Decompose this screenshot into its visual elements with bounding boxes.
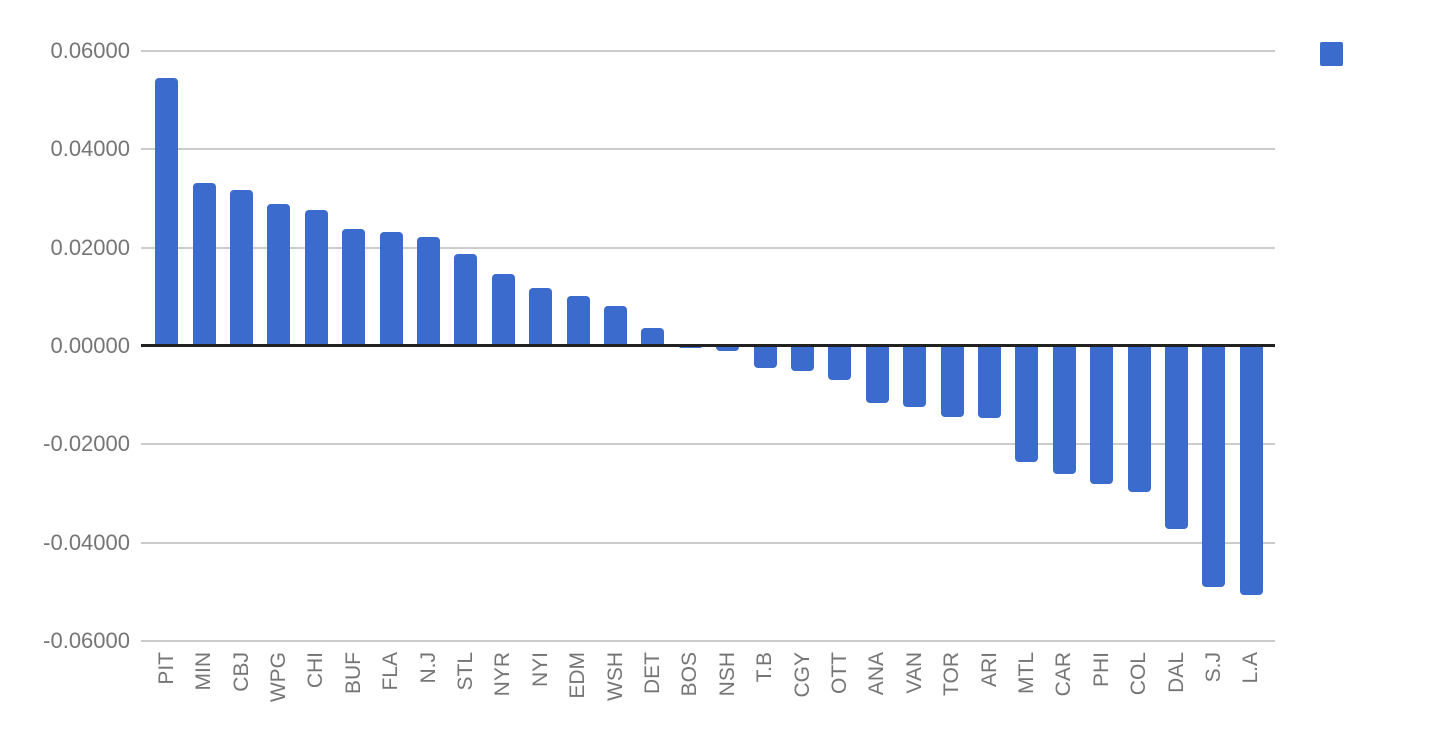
- x-tick-label-S.J: S.J: [1201, 652, 1225, 683]
- x-tick-label-TOR: TOR: [940, 652, 964, 696]
- bar-L.A: [1239, 346, 1263, 596]
- x-tick-label-EDM: EDM: [566, 652, 590, 699]
- bar-PIT: [155, 78, 179, 346]
- bar-ANA: [865, 346, 889, 403]
- y-tick-label: -0.02000: [43, 431, 130, 457]
- bar-COL: [1127, 346, 1151, 492]
- bar-NYI: [529, 288, 553, 346]
- gridline: [141, 541, 1275, 544]
- bar-OTT: [828, 346, 852, 381]
- bar-NYR: [491, 274, 515, 346]
- x-tick-label-MTL: MTL: [1014, 652, 1038, 694]
- bar-VAN: [903, 346, 927, 407]
- gridline: [141, 50, 1275, 53]
- y-tick-label: 0.00000: [50, 333, 130, 358]
- bar-WSH: [604, 306, 627, 346]
- bar-ARI: [978, 346, 1001, 418]
- gridline: [141, 443, 1275, 446]
- x-tick-label-CGY: CGY: [790, 652, 814, 698]
- bar-WPG: [267, 203, 291, 346]
- bar-NSH: [716, 346, 740, 351]
- bar-CGY: [791, 346, 814, 371]
- x-tick-label-ARI: ARI: [977, 652, 1001, 688]
- x-tick-label-BOS: BOS: [678, 652, 702, 697]
- y-tick-label: -0.06000: [43, 627, 130, 653]
- x-tick-label-WSH: WSH: [603, 652, 627, 701]
- x-tick-label-PHI: PHI: [1089, 652, 1113, 688]
- bar-CAR: [1052, 346, 1076, 474]
- x-tick-label-VAN: VAN: [902, 652, 926, 694]
- x-tick-label-NYR: NYR: [491, 652, 515, 697]
- zero-axis-line: [141, 344, 1275, 347]
- x-tick-label-PIT: PIT: [154, 652, 178, 685]
- gridline: [141, 639, 1275, 642]
- x-tick-label-N.J: N.J: [416, 652, 440, 684]
- bar-DAL: [1165, 346, 1188, 529]
- bar-FLA: [379, 232, 403, 346]
- x-tick-label-NSH: NSH: [715, 652, 739, 697]
- gridline: [141, 148, 1275, 151]
- legend-series-swatch: [1320, 42, 1343, 66]
- x-tick-label-CHI: CHI: [304, 652, 328, 689]
- x-tick-label-DET: DET: [640, 652, 664, 694]
- x-tick-label-DAL: DAL: [1164, 652, 1188, 693]
- bar-CHI: [304, 210, 328, 346]
- bar-EDM: [566, 295, 590, 346]
- y-tick-label: 0.04000: [50, 136, 130, 162]
- bar-TOR: [940, 346, 964, 417]
- bar-DET: [641, 327, 665, 346]
- y-tick-label: -0.04000: [43, 529, 130, 555]
- x-tick-label-CBJ: CBJ: [229, 652, 253, 692]
- bar-MIN: [192, 182, 216, 346]
- bar-MTL: [1015, 346, 1039, 463]
- x-tick-label-BUF: BUF: [341, 652, 365, 694]
- bar-CBJ: [230, 190, 253, 346]
- x-tick-label-OTT: OTT: [827, 652, 851, 694]
- x-tick-label-STL: STL: [453, 652, 477, 691]
- x-tick-label-NYI: NYI: [528, 652, 552, 688]
- bar-T.B: [753, 346, 777, 368]
- x-tick-label-MIN: MIN: [192, 652, 216, 691]
- x-tick-label-WPG: WPG: [266, 652, 290, 703]
- y-tick-label: 0.06000: [50, 38, 130, 64]
- x-tick-label-ANA: ANA: [865, 652, 889, 696]
- bar-N.J: [417, 236, 440, 346]
- gridline: [141, 246, 1275, 249]
- y-tick-label: 0.02000: [50, 234, 130, 260]
- x-tick-label-COL: COL: [1127, 652, 1151, 696]
- legend: [1320, 42, 1343, 66]
- x-tick-label-L.A: L.A: [1239, 652, 1263, 684]
- x-tick-label-FLA: FLA: [379, 652, 403, 691]
- x-tick-label-T.B: T.B: [753, 652, 777, 683]
- bar-S.J: [1202, 346, 1226, 588]
- bar-PHI: [1090, 346, 1114, 485]
- bar-BUF: [342, 228, 366, 346]
- bar-STL: [454, 254, 478, 346]
- x-tick-label-CAR: CAR: [1052, 652, 1076, 697]
